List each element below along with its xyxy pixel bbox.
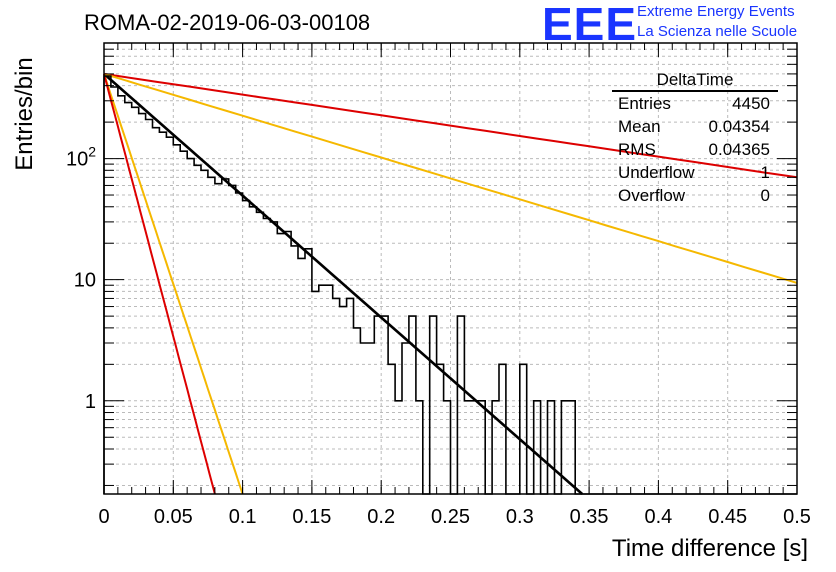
stats-value: 0.04365: [708, 140, 770, 159]
stats-row: Overflow 0: [612, 184, 778, 207]
x-axis-label: Time difference [s]: [611, 535, 808, 562]
stats-title: DeltaTime: [612, 70, 778, 92]
logo-tagline-2: La Scienza nelle Scuole: [637, 23, 798, 40]
fit-line-fit: [103, 72, 584, 495]
x-tick-label: 0: [98, 506, 109, 528]
x-tick-label: 0.1: [229, 506, 257, 528]
fit-line-upper-orange: [103, 72, 798, 284]
stats-row: Underflow 1: [612, 161, 778, 184]
x-tick-label: 0.2: [367, 506, 395, 528]
y-axis-label: Entries/bin: [11, 57, 38, 171]
stats-value: 4450: [732, 94, 770, 113]
x-tick-label: 0.25: [431, 506, 470, 528]
stats-row: Mean 0.04354: [612, 115, 778, 138]
stats-value: 1: [760, 163, 770, 182]
tick-labels: 0 0.05 0.1 0.15 0.2 0.25 0.3 0.35 0.4 0.45 0.51101…: [66, 144, 811, 528]
y-tick-label: 10: [74, 270, 96, 292]
stats-label: Mean: [618, 117, 661, 136]
fit-line-lower-orange: [103, 73, 244, 495]
stats-value: 0: [760, 186, 770, 205]
stats-label: Underflow: [618, 163, 695, 182]
fit-line-upper-red: [103, 72, 798, 179]
y-tick-label: 102: [66, 144, 96, 171]
stats-label: RMS: [618, 140, 656, 159]
stats-row: Entries 4450: [612, 92, 778, 115]
fit-line-lower-red: [103, 73, 216, 495]
x-tick-label: 0.4: [644, 506, 672, 528]
axis-ticks: [103, 42, 798, 494]
stats-box: DeltaTime Entries 4450 Mean 0.04354 RMS 0.0…: [612, 70, 778, 207]
x-tick-label: 0.05: [154, 506, 193, 528]
stats-value: 0.04354: [708, 117, 770, 136]
logo-tagline-1: Extreme Energy Events: [637, 3, 795, 20]
stats-label: Entries: [618, 94, 671, 113]
stats-label: Overflow: [618, 186, 686, 205]
x-tick-label: 0.15: [292, 506, 331, 528]
y-tick-label: 1: [85, 391, 96, 413]
chart-title: ROMA-02-2019-06-03-00108: [84, 10, 371, 35]
x-tick-label: 0.3: [506, 506, 534, 528]
fit-lines: [103, 72, 798, 495]
x-tick-label: 0.45: [708, 506, 747, 528]
stats-row: RMS 0.04365: [612, 138, 778, 161]
x-tick-label: 0.35: [570, 506, 609, 528]
eee-logo: EEE: [542, 0, 638, 50]
x-tick-label: 0.5: [783, 506, 811, 528]
